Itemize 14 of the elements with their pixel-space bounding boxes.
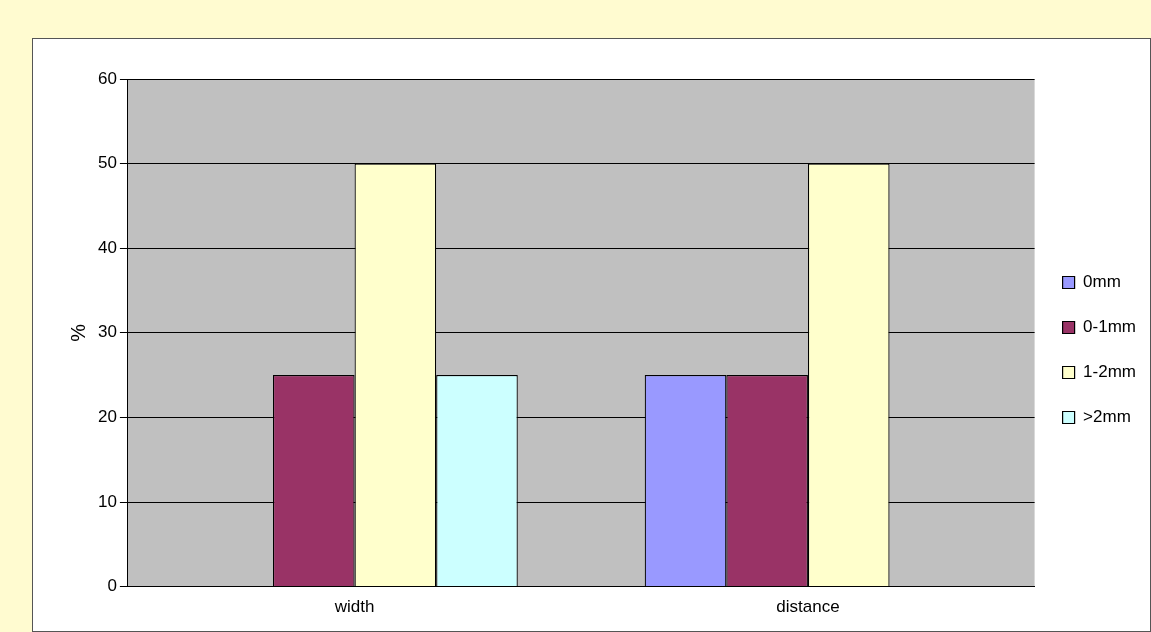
- legend-label: 0-1mm: [1083, 317, 1137, 337]
- x-tick-label: width: [333, 597, 375, 617]
- y-tick-label: 30: [97, 322, 117, 342]
- y-tick-label: 50: [97, 153, 117, 173]
- y-axis-title: %: [66, 323, 89, 342]
- legend-label: 0mm: [1083, 272, 1121, 292]
- y-tick-label: 60: [97, 68, 117, 88]
- y-tick-label: 0: [107, 576, 117, 596]
- legend-label: 1-2mm: [1083, 362, 1137, 382]
- y-tick-label: 20: [97, 407, 117, 427]
- y-tick-label: 10: [97, 491, 117, 511]
- x-tick-label: distance: [776, 597, 840, 617]
- y-tick-label: 40: [97, 237, 117, 257]
- legend-label: >2mm: [1083, 407, 1131, 427]
